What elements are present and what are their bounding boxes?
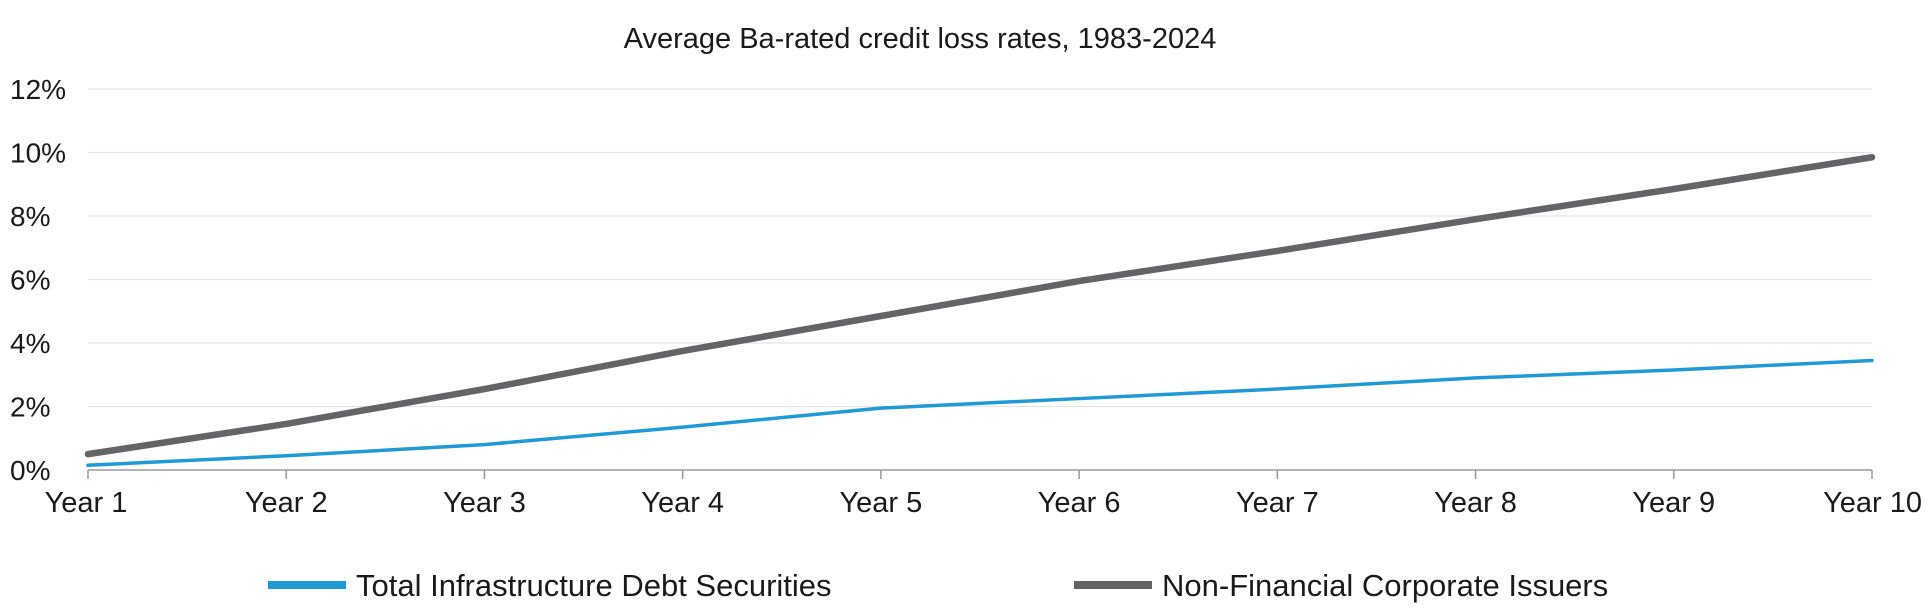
y-tick-label: 0% [10,455,50,486]
y-tick-label: 2% [10,392,50,423]
x-tick-label: Year 2 [245,487,328,519]
series-lines [84,154,1876,467]
series-line-1 [86,358,1874,467]
y-tick-label: 6% [10,265,50,296]
legend: Total Infrastructure Debt Securities Non-… [268,568,1608,603]
chart-title: Average Ba-rated credit loss rates, 1983… [624,23,1217,55]
x-tick-label: Year 9 [1632,487,1715,519]
x-tick-label: Year 4 [641,487,724,519]
y-axis-ticks: 0% 2% 4% 6% 8% 10% 12% [10,74,66,486]
x-tick-label: Year 5 [839,487,922,519]
x-axis-ticks: Year 1 Year 2 Year 3 Year 4 Year 5 Year 6 Year… [45,470,1922,519]
y-tick-label: 12% [10,74,66,105]
x-tick-label: Year 8 [1434,487,1517,519]
grid-lines [88,88,1872,408]
x-tick-label: Year 10 [1823,487,1922,519]
series-line-2 [84,154,1876,458]
y-tick-label: 8% [10,201,50,232]
legend-label-2: Non-Financial Corporate Issuers [1162,568,1608,603]
x-tick-label: Year 3 [443,487,526,519]
y-tick-label: 10% [10,138,66,169]
x-tick-label: Year 6 [1038,487,1121,519]
legend-label-1: Total Infrastructure Debt Securities [356,568,832,603]
x-tick-label: Year 1 [45,487,128,519]
y-tick-label: 4% [10,328,50,359]
x-tick-label: Year 7 [1236,487,1319,519]
